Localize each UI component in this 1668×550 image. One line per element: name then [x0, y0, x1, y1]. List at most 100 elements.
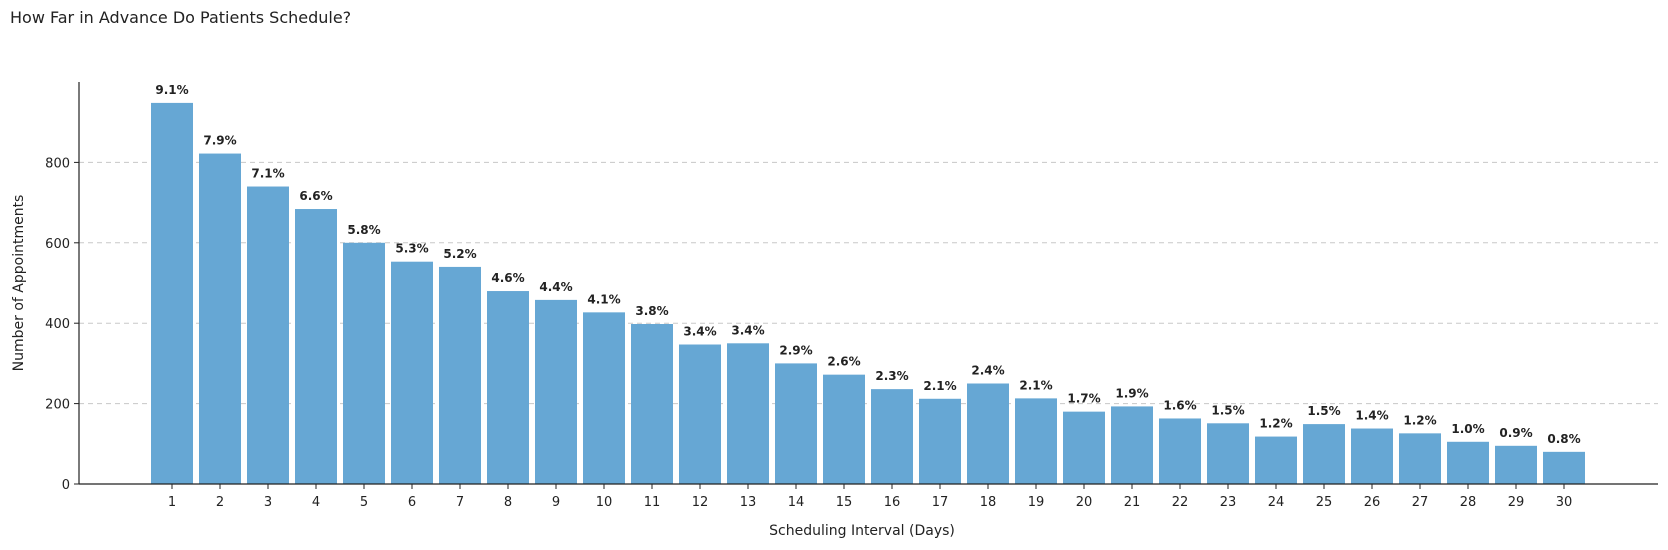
bar — [199, 153, 241, 484]
x-tick-label: 1 — [168, 495, 176, 510]
x-tick-label: 19 — [1028, 495, 1045, 510]
data-label: 2.6% — [827, 355, 860, 369]
data-label: 5.3% — [395, 242, 428, 256]
data-label: 1.4% — [1355, 409, 1388, 423]
bar — [535, 299, 577, 484]
x-tick-label: 8 — [504, 495, 512, 510]
x-tick-label: 28 — [1460, 495, 1477, 510]
x-ticks: 1 2 3 4 5 6 7 8 9 10 11 12 13 14 15 16 17 18 19 20 21 22 23 24 2… — [168, 484, 1572, 510]
bar — [823, 374, 865, 484]
bar — [1351, 428, 1393, 484]
y-tick-label: 0 — [62, 478, 70, 493]
x-tick-label: 27 — [1412, 495, 1429, 510]
data-label: 2.9% — [779, 343, 812, 357]
bar — [1207, 423, 1249, 484]
data-label: 1.2% — [1403, 413, 1436, 427]
bar — [919, 398, 961, 484]
y-tick-label: 600 — [45, 237, 70, 252]
bar — [295, 209, 337, 485]
x-tick-label: 22 — [1172, 495, 1189, 510]
x-tick-label: 18 — [980, 495, 997, 510]
y-tick-label: 200 — [45, 398, 70, 413]
data-label: 1.9% — [1115, 386, 1148, 400]
bar — [679, 344, 721, 484]
bar — [631, 324, 673, 484]
data-label: 4.6% — [491, 271, 524, 285]
x-tick-label: 16 — [884, 495, 901, 510]
data-label: 4.1% — [587, 292, 620, 306]
data-label: 2.3% — [875, 369, 908, 383]
data-label: 3.4% — [683, 325, 716, 339]
data-label: 2.1% — [1019, 378, 1052, 392]
data-label: 1.6% — [1163, 398, 1196, 412]
y-tick-label: 800 — [45, 156, 70, 171]
bar — [343, 242, 385, 484]
data-label: 1.0% — [1451, 422, 1484, 436]
x-tick-label: 20 — [1076, 495, 1093, 510]
bar — [151, 102, 193, 485]
axes — [78, 82, 1658, 485]
data-label: 2.1% — [923, 379, 956, 393]
data-label: 3.8% — [635, 304, 668, 318]
bar — [1495, 445, 1537, 484]
bar — [1399, 433, 1441, 484]
bar — [967, 383, 1009, 484]
bar — [1255, 436, 1297, 484]
bar — [1015, 398, 1057, 484]
x-tick-label: 15 — [836, 495, 853, 510]
bar — [583, 312, 625, 484]
x-tick-label: 12 — [692, 495, 709, 510]
bar — [775, 363, 817, 484]
data-label: 6.6% — [299, 189, 332, 203]
x-tick-label: 6 — [408, 495, 416, 510]
data-label: 7.9% — [203, 134, 236, 148]
x-tick-label: 23 — [1220, 495, 1237, 510]
data-label: 5.2% — [443, 247, 476, 261]
bar — [391, 261, 433, 484]
data-label: 0.8% — [1547, 432, 1580, 446]
x-tick-label: 25 — [1316, 495, 1333, 510]
x-tick-label: 24 — [1268, 495, 1285, 510]
x-tick-label: 14 — [788, 495, 805, 510]
x-tick-label: 11 — [644, 495, 661, 510]
bar — [1159, 418, 1201, 484]
x-tick-label: 5 — [360, 495, 368, 510]
x-tick-label: 17 — [932, 495, 949, 510]
x-tick-label: 29 — [1508, 495, 1525, 510]
bar — [247, 186, 289, 484]
y-grid — [79, 161, 1658, 405]
x-tick-label: 13 — [740, 495, 757, 510]
chart-title: How Far in Advance Do Patients Schedule? — [10, 8, 351, 27]
data-label: 0.9% — [1499, 426, 1532, 440]
bar — [1543, 451, 1585, 484]
data-label: 3.4% — [731, 323, 764, 337]
x-tick-label: 4 — [312, 495, 320, 510]
x-tick-label: 26 — [1364, 495, 1381, 510]
data-label: 1.5% — [1307, 404, 1340, 418]
data-label: 1.5% — [1211, 403, 1244, 417]
x-tick-label: 3 — [264, 495, 272, 510]
x-tick-label: 2 — [216, 495, 224, 510]
x-tick-label: 10 — [596, 495, 613, 510]
data-label: 5.8% — [347, 223, 380, 237]
bar — [1303, 424, 1345, 484]
bar — [1111, 406, 1153, 484]
data-label: 1.7% — [1067, 392, 1100, 406]
bar — [1063, 411, 1105, 484]
data-label: 2.4% — [971, 364, 1004, 378]
x-tick-label: 9 — [552, 495, 560, 510]
bars — [151, 102, 1585, 485]
bar — [871, 389, 913, 484]
data-label: 4.4% — [539, 280, 572, 294]
data-label: 1.2% — [1259, 417, 1292, 431]
bar — [1447, 441, 1489, 484]
y-tick-label: 400 — [45, 317, 70, 332]
y-ticks: 0 200 400 600 800 — [45, 156, 79, 493]
x-axis-label: Scheduling Interval (Days) — [769, 523, 955, 539]
x-tick-label: 30 — [1556, 495, 1573, 510]
x-tick-label: 21 — [1124, 495, 1141, 510]
data-label: 9.1% — [155, 83, 188, 97]
x-tick-label: 7 — [456, 495, 464, 510]
